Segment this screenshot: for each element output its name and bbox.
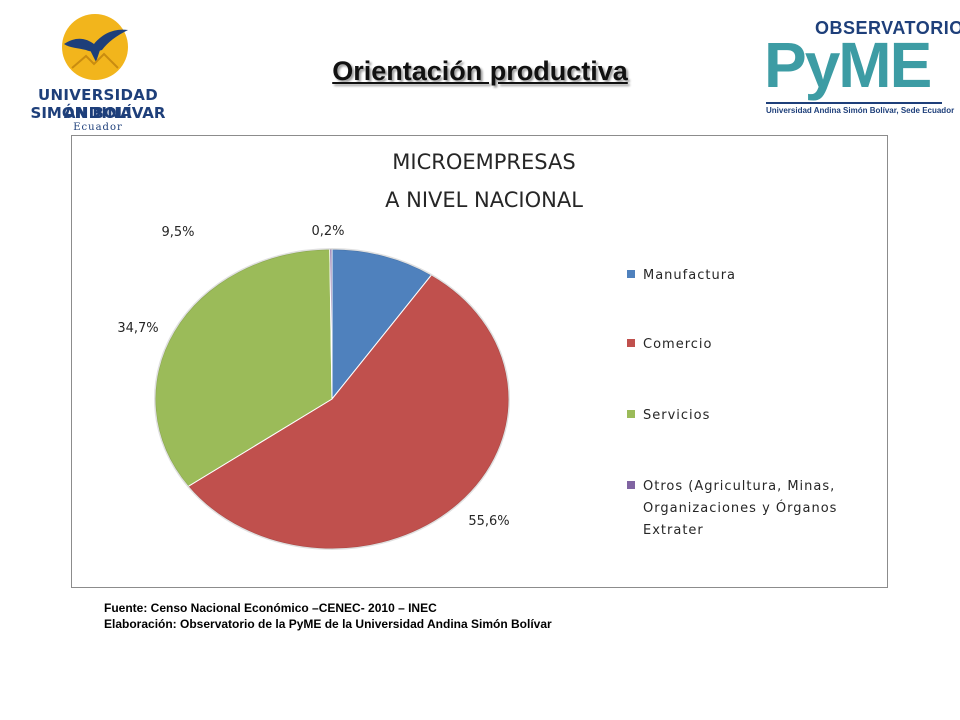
legend-item-3: Servicios	[627, 408, 710, 423]
pie-chart: MICROEMPRESAS A NIVEL NACIONAL 9,5% 55,6%…	[117, 150, 837, 550]
legend-label-4-line1: Otros (Agricultura, Minas,	[643, 479, 835, 494]
university-name-line2: SIMÓN BOLÍVAR	[30, 104, 166, 122]
footer: Fuente: Censo Nacional Económico –CENEC-…	[104, 600, 552, 632]
legend-label-3-line1: Servicios	[643, 408, 710, 423]
condor-emblem-icon	[62, 14, 128, 80]
chart-legend: Manufactura Comercio Servicios Otros (Agric…	[627, 268, 837, 538]
data-label-1: 9,5%	[161, 225, 194, 240]
pie-slice-1	[331, 248, 433, 401]
data-label-3: 34,7%	[117, 321, 158, 336]
legend-label-4-line3: Extrater	[643, 523, 704, 538]
chart-title-line2: A NIVEL NACIONAL	[385, 188, 583, 212]
legend-label-2-line1: Comercio	[643, 337, 712, 352]
pyme-wordmark: PyME	[764, 29, 932, 101]
data-label-2: 55,6%	[468, 514, 509, 529]
university-country: Ecuador	[73, 122, 123, 133]
data-label-4: 0,2%	[311, 224, 344, 239]
source-note: Fuente: Censo Nacional Económico –CENEC-…	[104, 601, 437, 615]
credit-note: Elaboración: Observatorio de la PyME de …	[104, 617, 552, 631]
observatorio-label: OBSERVATORIO	[815, 18, 960, 38]
logo-divider	[766, 102, 942, 104]
pie-slice-3	[154, 248, 333, 488]
legend-item-2: Comercio	[627, 337, 712, 352]
observatorio-subtitle: Universidad Andina Simón Bolívar, Sede E…	[766, 106, 955, 115]
university-name-line1: UNIVERSIDAD ANDINA	[38, 86, 158, 122]
legend-swatch-4	[627, 481, 635, 489]
legend-item-4: Otros (Agricultura, Minas, Organizaciones…	[627, 479, 837, 538]
legend-label-4-line2: Organizaciones y Órganos	[643, 500, 837, 516]
legend-swatch-1	[627, 270, 635, 278]
legend-label-1-line1: Manufactura	[643, 268, 736, 283]
pie-slice-4	[329, 248, 333, 400]
pie-slices	[154, 248, 510, 550]
legend-swatch-3	[627, 410, 635, 418]
pie-slice-2	[187, 274, 510, 550]
legend-swatch-2	[627, 339, 635, 347]
chart-frame: MICROEMPRESAS A NIVEL NACIONAL 9,5% 55,6%…	[71, 135, 888, 588]
legend-item-1: Manufactura	[627, 268, 736, 283]
pie-outline	[154, 248, 510, 550]
data-labels: 9,5% 55,6% 34,7% 0,2%	[117, 224, 509, 529]
page-title: Orientación productiva	[332, 56, 628, 86]
university-logo: UNIVERSIDAD ANDINA SIMÓN BOLÍVAR Ecuador	[8, 8, 188, 133]
chart-title-line1: MICROEMPRESAS	[392, 150, 575, 174]
observatorio-pyme-logo: OBSERVATORIO PyME Universidad Andina Sim…	[760, 16, 960, 126]
